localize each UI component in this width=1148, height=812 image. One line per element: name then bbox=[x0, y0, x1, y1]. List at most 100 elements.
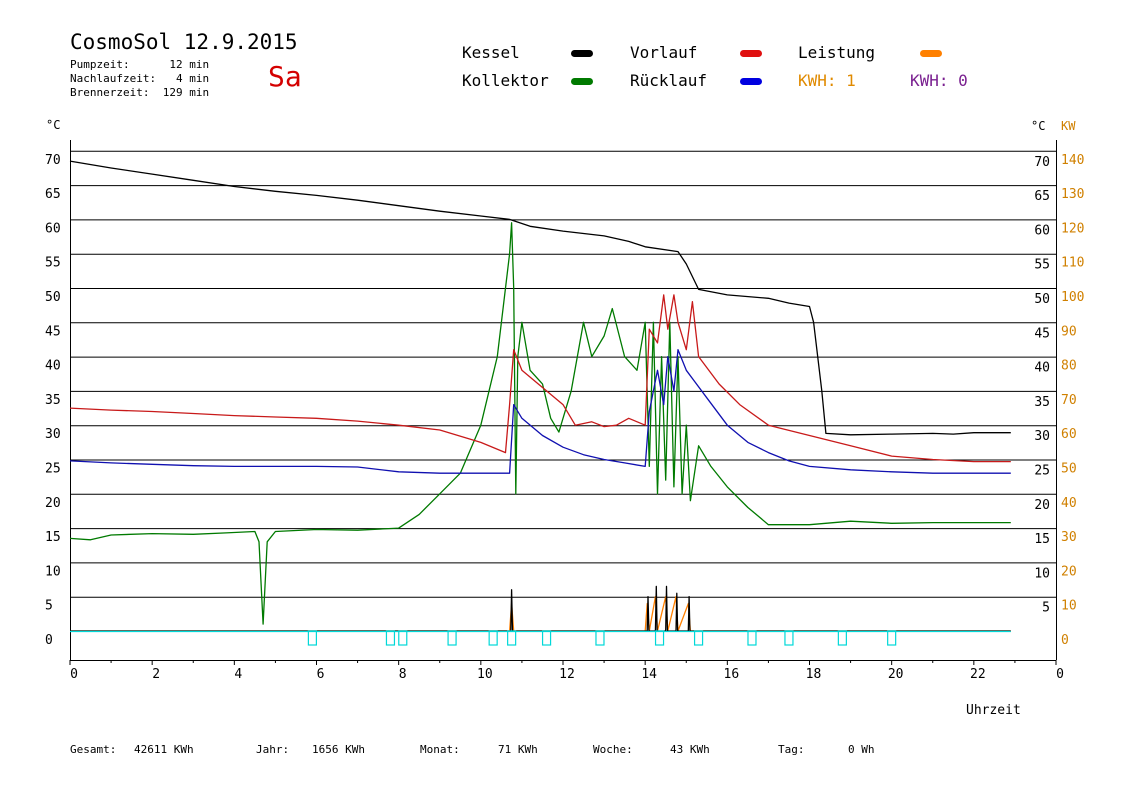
tick-labels: 0 2 4 6 8 10 12 14 16 18 20 22 005101520253035404550… bbox=[45, 153, 1084, 682]
x-tick-label: 20 bbox=[888, 667, 904, 682]
footer-woche-value: 43 KWh bbox=[670, 743, 710, 756]
legend-ruecklauf-swatch bbox=[740, 78, 762, 85]
y-tick-label-kw: 10 bbox=[1061, 599, 1077, 614]
legend-ruecklauf-label: Rücklauf bbox=[630, 71, 708, 90]
legend-leistung-swatch bbox=[920, 50, 942, 57]
x-tick-label: 12 bbox=[559, 667, 575, 682]
grid-lines bbox=[70, 150, 1056, 598]
x-tick-label: 4 bbox=[234, 667, 242, 682]
x-tick-label: 2 bbox=[152, 667, 160, 682]
y-tick-label-left: 35 bbox=[45, 393, 61, 408]
y-tick-label-kw: 120 bbox=[1061, 221, 1084, 236]
chart-title: CosmoSol 12.9.2015 bbox=[70, 30, 298, 54]
pump-marker bbox=[307, 630, 317, 646]
pump-marker bbox=[398, 630, 408, 646]
y-tick-label-right: 70 bbox=[1034, 155, 1050, 170]
pump-marker bbox=[837, 630, 847, 646]
y-tick-label-left: 55 bbox=[45, 256, 61, 271]
footer-jahr-value: 1656 KWh bbox=[312, 743, 365, 756]
pump-marker bbox=[747, 630, 757, 646]
y-tick-label-left: 60 bbox=[45, 221, 61, 236]
y-tick-label-left: 40 bbox=[45, 359, 61, 374]
y-tick-label-right: 35 bbox=[1034, 395, 1050, 410]
pumpzeit-info: Pumpzeit: 12 min bbox=[70, 58, 210, 71]
footer-gesamt-value: 42611 KWh bbox=[134, 743, 194, 756]
y-tick-label-kw: 80 bbox=[1061, 359, 1077, 374]
y-tick-label-right: 25 bbox=[1034, 464, 1050, 479]
series-line-brenner bbox=[70, 585, 1011, 632]
y-tick-label-left: 25 bbox=[45, 462, 61, 477]
legend-vorlauf-label: Vorlauf bbox=[630, 43, 698, 62]
series-lines bbox=[69, 160, 1011, 632]
pump-marker bbox=[488, 630, 498, 646]
y-tick-label-kw: 40 bbox=[1061, 496, 1077, 511]
legend-kwh2-label: KWH: 0 bbox=[910, 71, 968, 90]
chart-axes bbox=[69, 140, 1057, 665]
y-tick-label-kw: 140 bbox=[1061, 153, 1084, 168]
y-axis-unit-kw: KW bbox=[1061, 119, 1076, 133]
y-tick-label-left: 70 bbox=[45, 153, 61, 168]
y-tick-label-left: 30 bbox=[45, 427, 61, 442]
x-axis-label: Uhrzeit bbox=[966, 703, 1021, 718]
y-tick-label-left: 50 bbox=[45, 290, 61, 305]
x-tick-label: 10 bbox=[477, 667, 493, 682]
y-tick-label-left: 45 bbox=[45, 324, 61, 339]
series-line-kollektor bbox=[69, 222, 1011, 625]
y-tick-label-kw: 100 bbox=[1061, 290, 1084, 305]
legend-kollektor-swatch bbox=[571, 78, 593, 85]
y-tick-label-right: 10 bbox=[1034, 566, 1050, 581]
pump-marker bbox=[595, 630, 605, 646]
x-tick-label: 6 bbox=[317, 667, 325, 682]
y-tick-label-kw: 90 bbox=[1061, 324, 1077, 339]
x-tick-label: 8 bbox=[399, 667, 407, 682]
y-tick-label-left: 0 bbox=[45, 633, 53, 648]
footer-jahr-label: Jahr: bbox=[256, 743, 290, 756]
y-tick-label-kw: 0 bbox=[1061, 633, 1069, 648]
legend-kessel-label: Kessel bbox=[462, 43, 520, 62]
y-tick-label-right: 50 bbox=[1034, 292, 1050, 307]
footer-gesamt-label: Gesamt: bbox=[70, 743, 117, 756]
y-tick-label-left: 10 bbox=[45, 564, 61, 579]
footer-monat-value: 71 KWh bbox=[498, 743, 538, 756]
y-tick-label-left: 20 bbox=[45, 496, 61, 511]
footer-tag-value: 0 Wh bbox=[848, 743, 875, 756]
x-tick-label: 16 bbox=[724, 667, 740, 682]
y-axis-unit-left: °C bbox=[46, 118, 60, 132]
legend-kessel-swatch bbox=[571, 50, 593, 57]
y-tick-label-kw: 20 bbox=[1061, 564, 1077, 579]
y-tick-label-right: 30 bbox=[1034, 429, 1050, 444]
y-tick-label-kw: 50 bbox=[1061, 462, 1077, 477]
footer-monat-label: Monat: bbox=[420, 743, 460, 756]
pump-marker bbox=[507, 630, 517, 646]
y-tick-label-kw: 110 bbox=[1061, 256, 1084, 271]
legend-kwh1-label: KWH: 1 bbox=[798, 71, 856, 90]
pump-marker bbox=[693, 630, 704, 646]
pump-marker bbox=[541, 630, 552, 646]
y-axis-unit-right: °C bbox=[1031, 119, 1045, 133]
pump-marker bbox=[887, 630, 897, 646]
x-tick-label: 14 bbox=[641, 667, 657, 682]
y-tick-label-right: 20 bbox=[1034, 498, 1050, 513]
brennerzeit-info: Brennerzeit: 129 min bbox=[70, 86, 210, 99]
day-badge: Sa bbox=[268, 60, 302, 93]
pump-marker bbox=[784, 630, 794, 646]
y-tick-label-kw: 60 bbox=[1061, 427, 1077, 442]
legend-vorlauf-swatch bbox=[740, 50, 762, 57]
y-tick-label-kw: 130 bbox=[1061, 187, 1084, 202]
pump-markers bbox=[70, 630, 1011, 646]
pump-marker bbox=[447, 630, 457, 646]
x-tick-label: 0 bbox=[1056, 667, 1064, 682]
y-tick-label-right: 5 bbox=[1042, 601, 1050, 616]
footer-woche-label: Woche: bbox=[593, 743, 633, 756]
series-line-kessel bbox=[69, 160, 1011, 436]
series-line-vorlauf bbox=[69, 294, 1011, 463]
pump-marker bbox=[385, 630, 396, 646]
y-tick-label-right: 15 bbox=[1034, 532, 1050, 547]
series-line-leistung bbox=[70, 596, 1011, 632]
y-tick-label-left: 5 bbox=[45, 599, 53, 614]
y-tick-label-right: 45 bbox=[1034, 326, 1050, 341]
y-tick-label-right: 55 bbox=[1034, 258, 1050, 273]
y-tick-label-kw: 30 bbox=[1061, 530, 1077, 545]
footer-tag-label: Tag: bbox=[778, 743, 805, 756]
y-tick-label-kw: 70 bbox=[1061, 393, 1077, 408]
